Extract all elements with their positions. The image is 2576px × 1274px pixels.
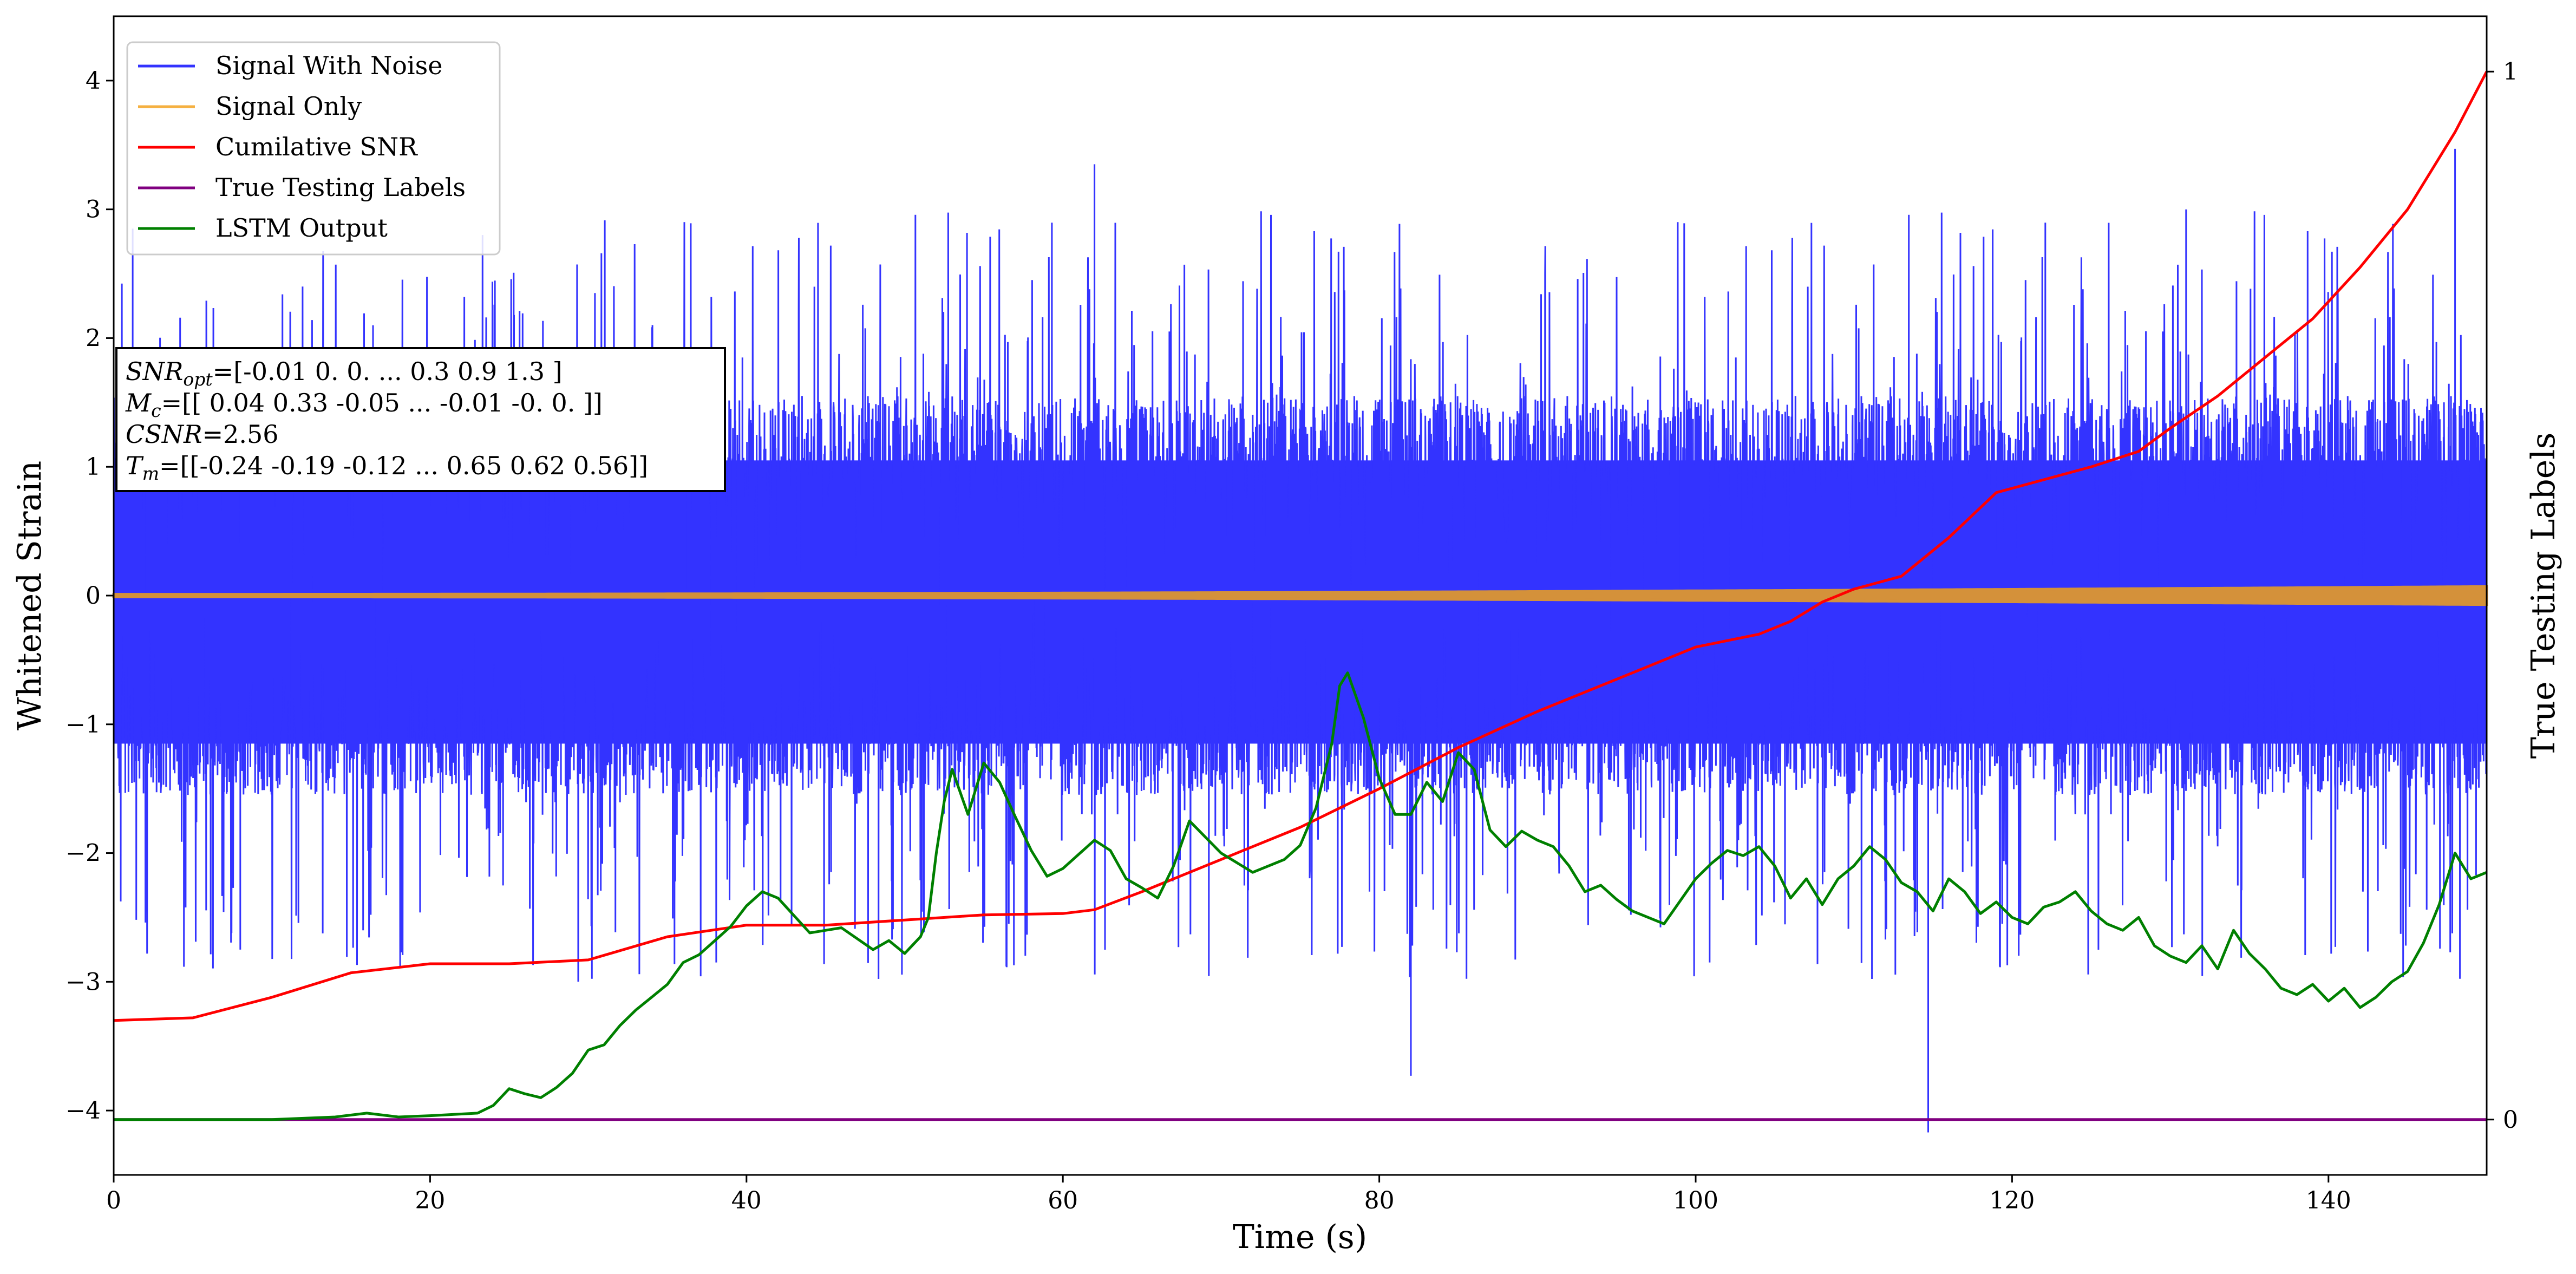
right-tick-label: 1: [2503, 58, 2518, 86]
x-tick-label: 120: [1989, 1187, 2035, 1214]
x-tick-label: 0: [106, 1187, 121, 1214]
annotation-box: SNRopt=[-0.01 0. 0. ... 0.3 0.9 1.3 ]Mc=…: [115, 347, 726, 492]
y-tick-label: −1: [66, 711, 101, 739]
legend-label: Signal With Noise: [215, 51, 442, 80]
annotation-line: SNRopt=[-0.01 0. 0. ... 0.3 0.9 1.3 ]: [126, 357, 563, 390]
y-tick-label: −2: [66, 840, 101, 867]
y-tick-label: −4: [66, 1097, 101, 1125]
x-tick-label: 100: [1673, 1187, 1718, 1214]
x-tick-label: 140: [2306, 1187, 2351, 1214]
annotation-line: CSNR=2.56: [126, 420, 279, 449]
legend-label: Signal Only: [215, 92, 362, 121]
plot-content: [112, 71, 2488, 1133]
legend-label: LSTM Output: [215, 213, 388, 243]
y-tick-label: 1: [86, 453, 101, 481]
y-axis-title-right: True Testing Labels: [2525, 433, 2562, 759]
legend-label: Cumilative SNR: [215, 132, 418, 161]
y-tick-label: −3: [66, 968, 101, 996]
annotation-line: Tm=[[-0.24 -0.19 -0.12 ... 0.65 0.62 0.5…: [126, 451, 648, 484]
annotation-frame: [115, 347, 726, 492]
y-tick-label: 4: [86, 67, 101, 95]
x-tick-label: 40: [731, 1187, 762, 1214]
legend-entries: Signal With Noise Signal Only Cumilative S…: [138, 51, 466, 243]
y-tick-label: 2: [86, 324, 101, 352]
y-axis-title: Whitened Strain: [11, 461, 49, 730]
annotation-lines: SNRopt=[-0.01 0. 0. ... 0.3 0.9 1.3 ]Mc=…: [125, 357, 648, 484]
legend-label: True Testing Labels: [215, 173, 466, 202]
x-axis-title: Time (s): [1233, 1218, 1367, 1256]
x-tick-label: 60: [1048, 1187, 1078, 1214]
right-tick-label: 0: [2503, 1106, 2518, 1134]
annotation-line: Mc=[[ 0.04 0.33 -0.05 ... -0.01 -0. 0. ]…: [125, 388, 603, 421]
legend-box: [126, 41, 501, 256]
series-line-lstm-output: [114, 671, 2487, 1121]
series-line-cumilative-snr: [113, 71, 2488, 1022]
x-tick-label: 80: [1364, 1187, 1395, 1214]
y-tick-label: 3: [86, 196, 101, 224]
legend: Signal With Noise Signal Only Cumilative S…: [126, 41, 501, 256]
y-tick-label: 0: [86, 582, 101, 610]
x-tick-label: 20: [415, 1187, 445, 1214]
